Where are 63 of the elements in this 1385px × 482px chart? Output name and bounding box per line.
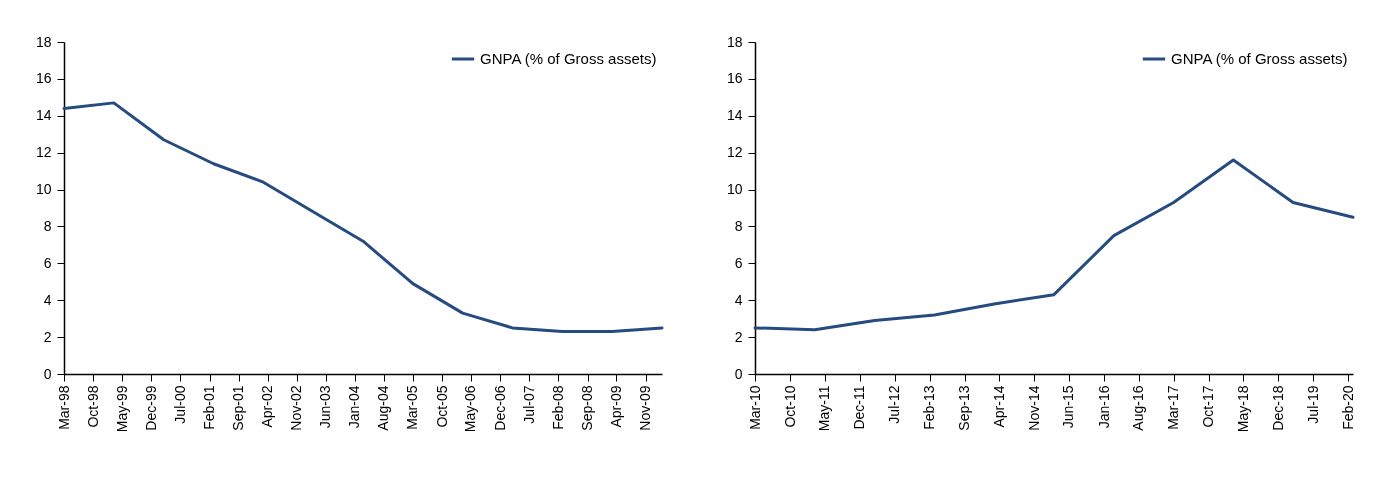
x-tick-label: Mar-05 xyxy=(404,385,421,430)
x-tick-label: Sep-08 xyxy=(579,385,596,431)
x-tick-label: Jan-16 xyxy=(1095,385,1112,429)
line-series xyxy=(62,101,664,334)
x-tick-label: May-18 xyxy=(1234,385,1251,433)
y-tick-label: 6 xyxy=(734,254,743,271)
y-tick-label: 10 xyxy=(35,181,52,198)
x-tick-label: Aug-16 xyxy=(1130,385,1147,431)
x-tick-label: Sep-13 xyxy=(956,385,973,431)
y-tick-label: 6 xyxy=(43,254,52,271)
x-tick-label: Nov-09 xyxy=(637,385,654,431)
y-tick-label: 14 xyxy=(726,107,743,124)
y-tick-label: 8 xyxy=(734,217,743,234)
x-tick-label: Feb-20 xyxy=(1339,385,1356,430)
x-tick-label: Feb-13 xyxy=(921,385,938,430)
y-tick-label: 12 xyxy=(726,144,743,161)
x-tick-label: Apr-14 xyxy=(990,385,1007,428)
x-tick-label: Mar-17 xyxy=(1165,385,1182,430)
x-tick-label: Apr-02 xyxy=(259,385,276,428)
x-tick-label: Oct-17 xyxy=(1200,385,1217,428)
x-tick-label: Dec-99 xyxy=(142,385,159,431)
x-tick-label: Oct-10 xyxy=(781,385,798,428)
y-tick-label: 0 xyxy=(734,365,743,382)
x-tick-label: Jul-00 xyxy=(171,385,188,424)
x-tick-label: Dec-06 xyxy=(491,385,508,431)
x-tick-label: Nov-02 xyxy=(288,385,305,431)
y-tick-label: 2 xyxy=(734,328,743,345)
x-tick-label: Mar-10 xyxy=(746,385,763,430)
x-tick-label: Sep-01 xyxy=(230,385,247,431)
x-tick-label: Oct-98 xyxy=(84,385,101,428)
x-tick-label: Nov-14 xyxy=(1025,385,1042,431)
y-tick-label: 16 xyxy=(35,70,52,87)
x-tick-label: Apr-09 xyxy=(607,385,624,428)
y-tick-label: 12 xyxy=(35,144,52,161)
legend-label: GNPA (% of Gross assets) xyxy=(480,50,657,67)
y-tick-label: 14 xyxy=(35,107,52,124)
x-tick-label: Jul-19 xyxy=(1304,385,1321,424)
x-tick-label: Feb-01 xyxy=(201,385,218,430)
y-tick-label: 2 xyxy=(43,328,52,345)
legend-label: GNPA (% of Gross assets) xyxy=(1171,50,1348,67)
x-tick-label: May-06 xyxy=(462,385,479,433)
x-tick-label: Jun-15 xyxy=(1060,385,1077,429)
y-tick-label: 10 xyxy=(726,181,743,198)
y-tick-label: 16 xyxy=(726,70,743,87)
x-tick-label: Jun-03 xyxy=(317,385,334,429)
x-tick-label: Jan-04 xyxy=(346,385,363,429)
x-tick-label: Oct-05 xyxy=(433,385,450,428)
x-tick-label: Dec-11 xyxy=(851,385,868,430)
y-tick-label: 4 xyxy=(734,291,743,308)
y-tick-label: 0 xyxy=(43,365,52,382)
x-tick-label: Mar-98 xyxy=(55,385,72,430)
x-tick-label: Dec-18 xyxy=(1269,385,1286,431)
y-tick-label: 8 xyxy=(43,217,52,234)
y-tick-label: 4 xyxy=(43,291,52,308)
x-tick-label: May-11 xyxy=(816,385,833,432)
line-series xyxy=(753,158,1355,332)
y-tick-label: 18 xyxy=(35,33,52,50)
y-tick-label: 18 xyxy=(726,33,743,50)
x-tick-label: May-99 xyxy=(113,385,130,433)
x-tick-label: Jul-07 xyxy=(520,385,537,424)
x-tick-label: Feb-08 xyxy=(549,385,566,430)
x-tick-label: Jul-12 xyxy=(886,385,903,424)
x-tick-label: Aug-04 xyxy=(375,385,392,431)
